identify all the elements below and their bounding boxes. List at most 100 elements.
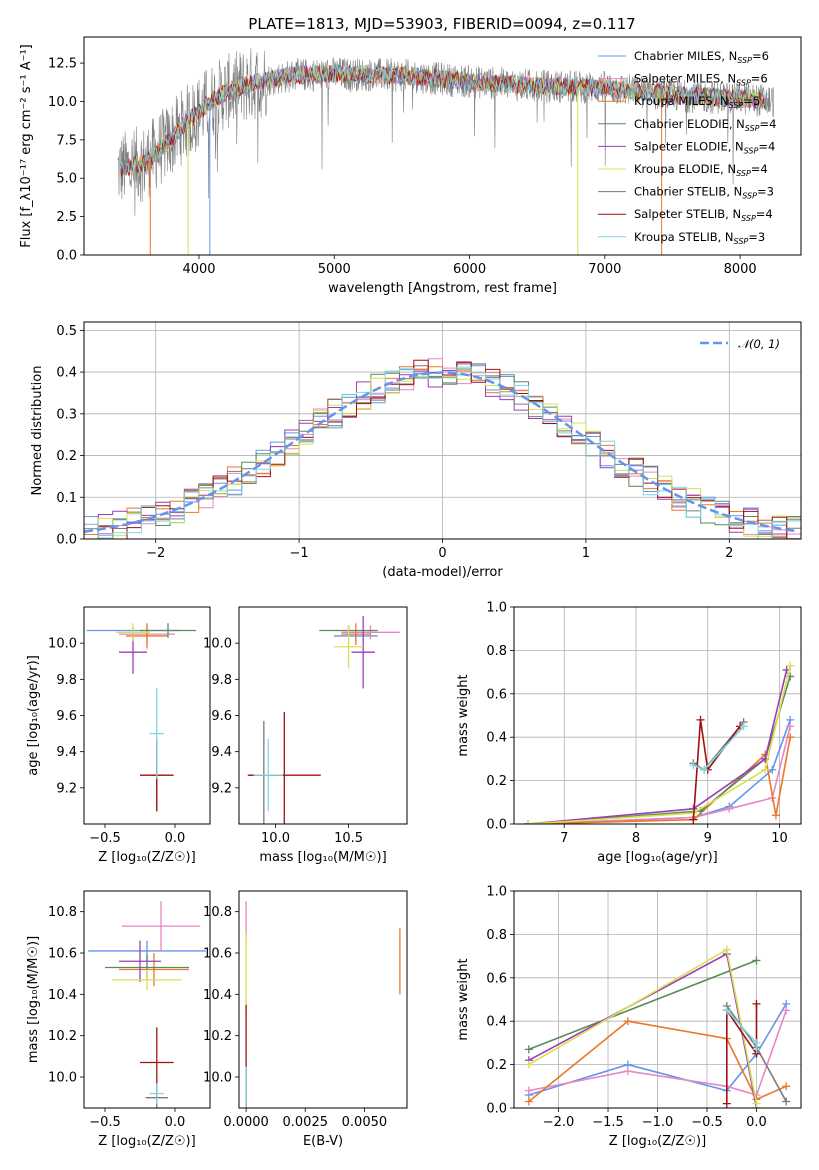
spectrum-xtick-label: 4000	[182, 262, 215, 277]
massweight_vs_age-ytick-label: 0.4	[486, 731, 507, 746]
spectrum-xlabel: wavelength [Angstrom, rest frame]	[328, 281, 557, 296]
spectrum-title: PLATE=1813, MJD=53903, FIBERID=0094, z=0…	[248, 15, 635, 33]
mass_vs_ebv-ytick-label: 10.6	[203, 947, 232, 962]
residuals-xlabel: (data-model)/error	[382, 565, 503, 580]
spectrum-legend-label: Salpeter ELODIE, NSSP=4	[634, 139, 775, 155]
age_vs_Z-ytick-label: 9.2	[56, 781, 77, 796]
massweight_vs_Z-ytick-label: 1.0	[486, 885, 507, 900]
massweight_vs_Z-marker-chabrier_elodie	[752, 956, 761, 965]
massweight_vs_age-marker-salpeter_miles	[725, 804, 734, 813]
normal-curve	[84, 371, 799, 533]
spectrum-legend-label: Kroupa ELODIE, NSSP=4	[634, 162, 768, 178]
massweight_vs_age-ytick-label: 1.0	[486, 601, 507, 616]
age_vs_mass-xlabel: mass [log₁₀(M/M☉)]	[259, 850, 386, 865]
age_vs_mass-plot-area	[247, 616, 400, 824]
massweight_vs_age-ylabel: mass weight	[456, 674, 471, 756]
massweight_vs_age-plot-area	[524, 661, 795, 824]
massweight_vs_Z-marker-chabrier_stelib	[782, 1097, 791, 1106]
mass_vs_ebv-xtick-label: 0.0000	[223, 1115, 269, 1130]
residuals-plot-area	[84, 358, 801, 539]
massweight_vs_age-marker-kroupa_stelib	[689, 761, 698, 770]
massweight_vs_Z-xtick-label: −1.0	[642, 1115, 674, 1130]
massweight_vs_age-ytick-label: 0.0	[486, 818, 507, 833]
massweight_vs_age-xtick-label: 7	[560, 831, 568, 846]
massweight_vs_Z-ytick-label: 0.2	[486, 1058, 507, 1073]
spectrum-ytick-label: 0.0	[56, 249, 77, 264]
mass_vs_Z-ylabel: mass [log₁₀(M/M☉)]	[26, 936, 41, 1063]
massweight_vs_age-marker-kroupa_elodie	[786, 661, 795, 670]
spectrum-plot-area	[117, 47, 774, 255]
mass_vs_ebv-ytick-label: 10.0	[203, 1071, 232, 1086]
age_vs_Z-frame	[83, 606, 211, 825]
spectrum-xtick-label: 5000	[318, 262, 351, 277]
massweight_vs_Z-marker-salpeter_miles	[623, 1067, 632, 1076]
massweight_vs_age-marker-kroupa_stelib	[700, 765, 709, 774]
mass_vs_Z-frame	[83, 890, 211, 1109]
residuals-ytick-label: 0.5	[56, 324, 77, 339]
spectrum-legend-label: Salpeter MILES, NSSP=6	[634, 72, 768, 88]
spectrum-model-salpeter_stelib	[120, 64, 768, 177]
mass_vs_Z-ytick-label: 10.4	[48, 988, 77, 1003]
massweight_vs_Z-line-chabrier_elodie	[528, 959, 757, 1051]
massweight_vs_Z-xtick-label: −0.5	[691, 1115, 723, 1130]
massweight_vs_age-marker-kroupa_miles	[786, 733, 795, 742]
residuals-xtick-label: 1	[582, 546, 590, 561]
mass_vs_Z-xtick-label: 0.0	[165, 1115, 186, 1130]
massweight_vs_age-marker-salpeter_stelib	[696, 715, 705, 724]
chart-layer: 4000 5000 6000 7000 80000.02.55.07.510.012.5…	[19, 36, 802, 1149]
spectrum-ytick-label: 5.0	[56, 172, 77, 187]
mass_vs_Z-ytick-label: 10.8	[48, 905, 77, 920]
massweight_vs_age-marker-kroupa_elodie	[524, 820, 533, 824]
spectrum-model-kroupa_stelib	[120, 63, 768, 177]
mass_vs_ebv-xtick-label: 0.0050	[342, 1115, 388, 1130]
mass_vs_ebv-plot-area	[245, 901, 401, 1108]
mass_vs_Z-plot-area	[88, 901, 206, 1108]
massweight_vs_age-xtick-label: 9	[704, 831, 712, 846]
massweight_vs_age-xtick-label: 8	[632, 831, 640, 846]
age_vs_Z-xlabel: Z [log₁₀(Z/Z☉)]	[98, 850, 195, 865]
massweight_vs_Z-line-salpeter_stelib	[726, 1003, 758, 1104]
residuals-ylabel: Normed distribution	[30, 366, 45, 496]
mass_vs_ebv-ytick-label: 10.8	[203, 905, 232, 920]
massweight_vs_age-frame	[513, 606, 802, 825]
massweight_vs_Z-marker-kroupa_stelib	[752, 1045, 761, 1054]
massweight_vs_Z-marker-kroupa_miles	[623, 1017, 632, 1026]
massweight_vs_age-line-kroupa_elodie	[528, 665, 791, 824]
mass_vs_ebv-ytick-label: 10.4	[203, 988, 232, 1003]
spectrum-xtick-label: 7000	[588, 262, 621, 277]
age_vs_mass-ytick-label: 9.8	[211, 673, 232, 688]
massweight_vs_Z-xtick-label: 0.0	[746, 1115, 767, 1130]
age_vs_Z-ytick-label: 10.0	[48, 637, 77, 652]
massweight_vs_Z-marker-kroupa_elodie	[752, 1099, 761, 1108]
massweight_vs_Z-frame	[513, 890, 802, 1109]
spectrum-legend-label: Chabrier MILES, NSSP=6	[634, 49, 769, 65]
massweight_vs_age-ytick-label: 0.2	[486, 774, 507, 789]
age_vs_mass-ytick-label: 10.0	[203, 637, 232, 652]
massweight_vs_Z-marker-kroupa_elodie	[524, 1060, 533, 1069]
spectrum-legend-label: Kroupa MILES, NSSP=5	[634, 94, 760, 110]
age_vs_mass-xtick-label: 10.0	[261, 831, 290, 846]
residuals-ytick-label: 0.2	[56, 449, 77, 464]
spectrum-frame	[83, 36, 802, 256]
massweight_vs_Z-xtick-label: −1.5	[592, 1115, 624, 1130]
mass_vs_Z-ytick-label: 10.6	[48, 947, 77, 962]
massweight_vs_age-marker-salpeter_stelib	[689, 815, 698, 824]
spectrum-xtick-label: 6000	[453, 262, 486, 277]
residuals-frame	[83, 321, 802, 540]
massweight_vs_Z-ytick-label: 0.6	[486, 971, 507, 986]
massweight_vs_age-xlabel: age [log₁₀(age/yr)]	[597, 850, 718, 865]
age_vs_Z-ytick-label: 9.8	[56, 673, 77, 688]
massweight_vs_Z-plot-area	[524, 945, 791, 1108]
spectrum-xtick-label: 8000	[724, 262, 757, 277]
massweight_vs_Z-ylabel: mass weight	[456, 958, 471, 1040]
residuals-ytick-label: 0.0	[56, 533, 77, 548]
mass_vs_Z-ytick-label: 10.0	[48, 1071, 77, 1086]
massweight_vs_Z-ytick-label: 0.0	[486, 1102, 507, 1117]
mass_vs_ebv-xtick-label: 0.0025	[283, 1115, 329, 1130]
spectrum-ylabel: Flux [f_λ10⁻¹⁷ erg cm⁻² s⁻¹ A⁻¹]	[19, 44, 34, 248]
massweight_vs_age-marker-kroupa_stelib	[739, 722, 748, 731]
massweight_vs_Z-marker-salpeter_stelib	[722, 1099, 731, 1108]
massweight_vs_Z-marker-kroupa_elodie	[722, 945, 731, 954]
age_vs_mass-xtick-label: 10.5	[334, 831, 363, 846]
residuals-xtick-label: 2	[725, 546, 733, 561]
